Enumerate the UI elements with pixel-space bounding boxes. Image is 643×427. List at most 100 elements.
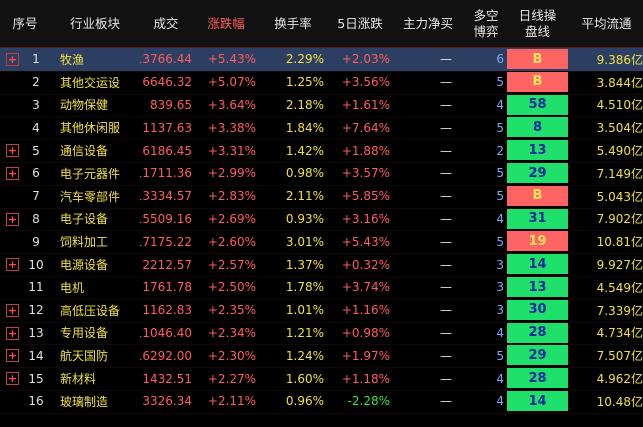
avg-float-value: 4.734亿 <box>596 326 643 341</box>
industry-name[interactable]: 电子元器件 <box>60 166 121 181</box>
change-pct-value: +2.69% <box>207 211 256 226</box>
expand-plus-icon[interactable]: + <box>6 372 19 386</box>
industry-name[interactable]: 玻璃制造 <box>60 394 109 409</box>
industry-name[interactable]: 电子设备 <box>60 212 109 227</box>
main-net-value: — <box>440 120 452 135</box>
main-net-value: — <box>440 189 452 204</box>
expand-plus-icon[interactable]: + <box>6 326 19 340</box>
table-row[interactable]: 16 玻璃制造 3326.34 +2.11% 0.96% -2.28% — 4 14 10.48亿 <box>0 390 643 414</box>
table-row[interactable]: +14 航天国防 16292.00 +2.30% 1.24% +1.97% — 5 29 7.50… <box>0 344 643 369</box>
five-day-value: +5.85% <box>341 189 390 204</box>
volume-value: 13334.57 <box>140 189 192 204</box>
table-row[interactable]: +13 专用设备 11046.40 +2.34% 1.21% +0.98% — 4 28 4.73… <box>0 322 643 346</box>
five-day-value: +3.56% <box>341 75 390 90</box>
header-turnover[interactable]: 换手率 <box>274 15 312 31</box>
expand-plus-icon[interactable]: + <box>6 258 19 272</box>
change-pct-value: +5.07% <box>207 75 256 90</box>
header-bull-bear[interactable]: 多空 博弈 <box>473 7 499 39</box>
header-daily-trend[interactable]: 日线操 盘线 <box>518 7 557 39</box>
table-row[interactable]: 3 动物保健 839.65 +3.64% 2.18% +1.61% — 4 58 4.510亿 <box>0 94 643 118</box>
industry-name[interactable]: 其他休闲服 <box>60 121 121 136</box>
five-day-value: +7.64% <box>341 120 390 135</box>
bull-bear-value: 4 <box>496 97 504 112</box>
change-pct-value: +5.43% <box>207 52 256 67</box>
row-index: 8 <box>32 211 40 226</box>
expand-plus-icon[interactable]: + <box>6 53 19 66</box>
row-index: 11 <box>28 280 44 295</box>
industry-name[interactable]: 饲料加工 <box>60 235 109 250</box>
industry-name[interactable]: 动物保健 <box>60 98 109 113</box>
main-net-value: — <box>440 371 452 386</box>
volume-value: 1162.83 <box>142 303 192 318</box>
industry-name[interactable]: 专用设备 <box>60 326 109 341</box>
row-index: 10 <box>28 257 44 272</box>
table-row[interactable]: +12 高低压设备 1162.83 +2.35% 1.01% +1.16% — 3 30 7.33… <box>0 299 643 323</box>
turnover-value: 1.60% <box>285 371 324 386</box>
row-index: 3 <box>32 97 40 112</box>
industry-name[interactable]: 电机 <box>60 280 85 295</box>
row-index: 2 <box>32 75 40 90</box>
header-main-net[interactable]: 主力净买 <box>402 15 453 31</box>
bull-bear-value: 5 <box>496 166 504 181</box>
table-row[interactable]: +10 电源设备 2212.57 +2.57% 1.37% +0.32% — 3 14 9.927… <box>0 253 643 277</box>
daily-trend-badge: 13 <box>507 140 568 161</box>
industry-name[interactable]: 高低压设备 <box>60 303 121 318</box>
table-header: 序号 行业板块 成交 涨跌幅 换手率 5日涨跌 主力净买 多空 博弈 日线操 盘… <box>0 0 643 48</box>
expand-plus-icon[interactable]: + <box>6 349 19 363</box>
daily-trend-badge: 30 <box>507 299 568 320</box>
avg-float-value: 7.902亿 <box>596 212 643 227</box>
table-row[interactable]: 4 其他休闲服 1137.63 +3.38% 1.84% +7.64% — 5 8 3.504亿 <box>0 116 643 141</box>
main-net-value: — <box>440 280 452 295</box>
industry-name[interactable]: 新材料 <box>60 372 97 387</box>
avg-float-value: 4.549亿 <box>596 280 643 295</box>
expand-plus-icon[interactable]: + <box>6 212 19 226</box>
avg-float-value: 3.504亿 <box>596 121 643 136</box>
row-index: 9 <box>32 234 40 249</box>
industry-name[interactable]: 其他交运设 <box>60 75 121 90</box>
daily-trend-badge: 28 <box>507 322 568 343</box>
volume-value: 15509.16 <box>140 211 192 226</box>
turnover-value: 1.78% <box>285 280 324 295</box>
avg-float-value: 3.844亿 <box>596 75 643 90</box>
bull-bear-value: 4 <box>496 325 504 340</box>
main-net-value: — <box>440 234 452 249</box>
header-index[interactable]: 序号 <box>12 15 38 31</box>
volume-value: 2212.57 <box>142 257 192 272</box>
header-avg-float[interactable]: 平均流通 <box>581 15 632 31</box>
volume-value: 1761.78 <box>142 280 192 295</box>
table-row[interactable]: 11 电机 1761.78 +2.50% 1.78% +3.74% — 3 13 4.549亿 <box>0 276 643 300</box>
turnover-value: 1.24% <box>285 348 324 363</box>
industry-name[interactable]: 牧渔 <box>60 52 85 67</box>
turnover-value: 3.01% <box>285 234 324 249</box>
row-index: 4 <box>32 120 40 135</box>
industry-name[interactable]: 电源设备 <box>60 258 109 273</box>
industry-name[interactable]: 通信设备 <box>60 144 109 159</box>
header-volume[interactable]: 成交 <box>153 15 179 31</box>
volume-value: 16292.00 <box>140 348 192 363</box>
daily-trend-badge: 31 <box>507 208 568 229</box>
volume-value: 13766.44 <box>140 52 192 67</box>
industry-name[interactable]: 汽车零部件 <box>60 189 121 204</box>
header-change-pct[interactable]: 涨跌幅 <box>207 15 245 31</box>
header-industry[interactable]: 行业板块 <box>69 15 120 31</box>
expand-plus-icon[interactable]: + <box>6 303 19 317</box>
table-row[interactable]: +8 电子设备 15509.16 +2.69% 0.93% +3.16% — 4 31 7.902… <box>0 208 643 232</box>
table-row[interactable]: +6 电子元器件 11711.36 +2.99% 0.98% +3.57% — 5 29 7.14… <box>0 162 643 186</box>
daily-trend-badge: B <box>507 71 568 92</box>
table-row[interactable]: +1 牧渔 13766.44 +5.43% 2.29% +2.03% — 6 B 9.386亿 <box>0 48 643 72</box>
industry-name[interactable]: 航天国防 <box>60 349 109 364</box>
table-row[interactable]: +5 通信设备 6186.45 +3.31% 1.42% +1.88% — 2 13 5.490亿 <box>0 139 643 163</box>
expand-plus-icon[interactable]: + <box>6 167 19 180</box>
table-row[interactable]: +15 新材料 1432.51 +2.27% 1.60% +1.18% — 4 28 4.962亿 <box>0 367 643 391</box>
table-row[interactable]: 2 其他交运设 6646.32 +5.07% 1.25% +3.56% — 5 B 3.844亿 <box>0 71 643 95</box>
bull-bear-value: 5 <box>496 189 504 204</box>
table-row[interactable]: 9 饲料加工 17175.22 +2.60% 3.01% +5.43% — 5 19 10.81亿 <box>0 230 643 255</box>
daily-trend-badge: 13 <box>507 277 568 297</box>
header-five-day[interactable]: 5日涨跌 <box>337 15 383 31</box>
bull-bear-value: 6 <box>496 52 504 67</box>
turnover-value: 1.21% <box>285 325 324 340</box>
turnover-value: 0.96% <box>285 394 324 409</box>
main-net-value: — <box>440 166 452 181</box>
table-row[interactable]: 7 汽车零部件 13334.57 +2.83% 2.11% +5.85% — 5 B 5.043亿 <box>0 185 643 209</box>
expand-plus-icon[interactable]: + <box>6 144 19 158</box>
